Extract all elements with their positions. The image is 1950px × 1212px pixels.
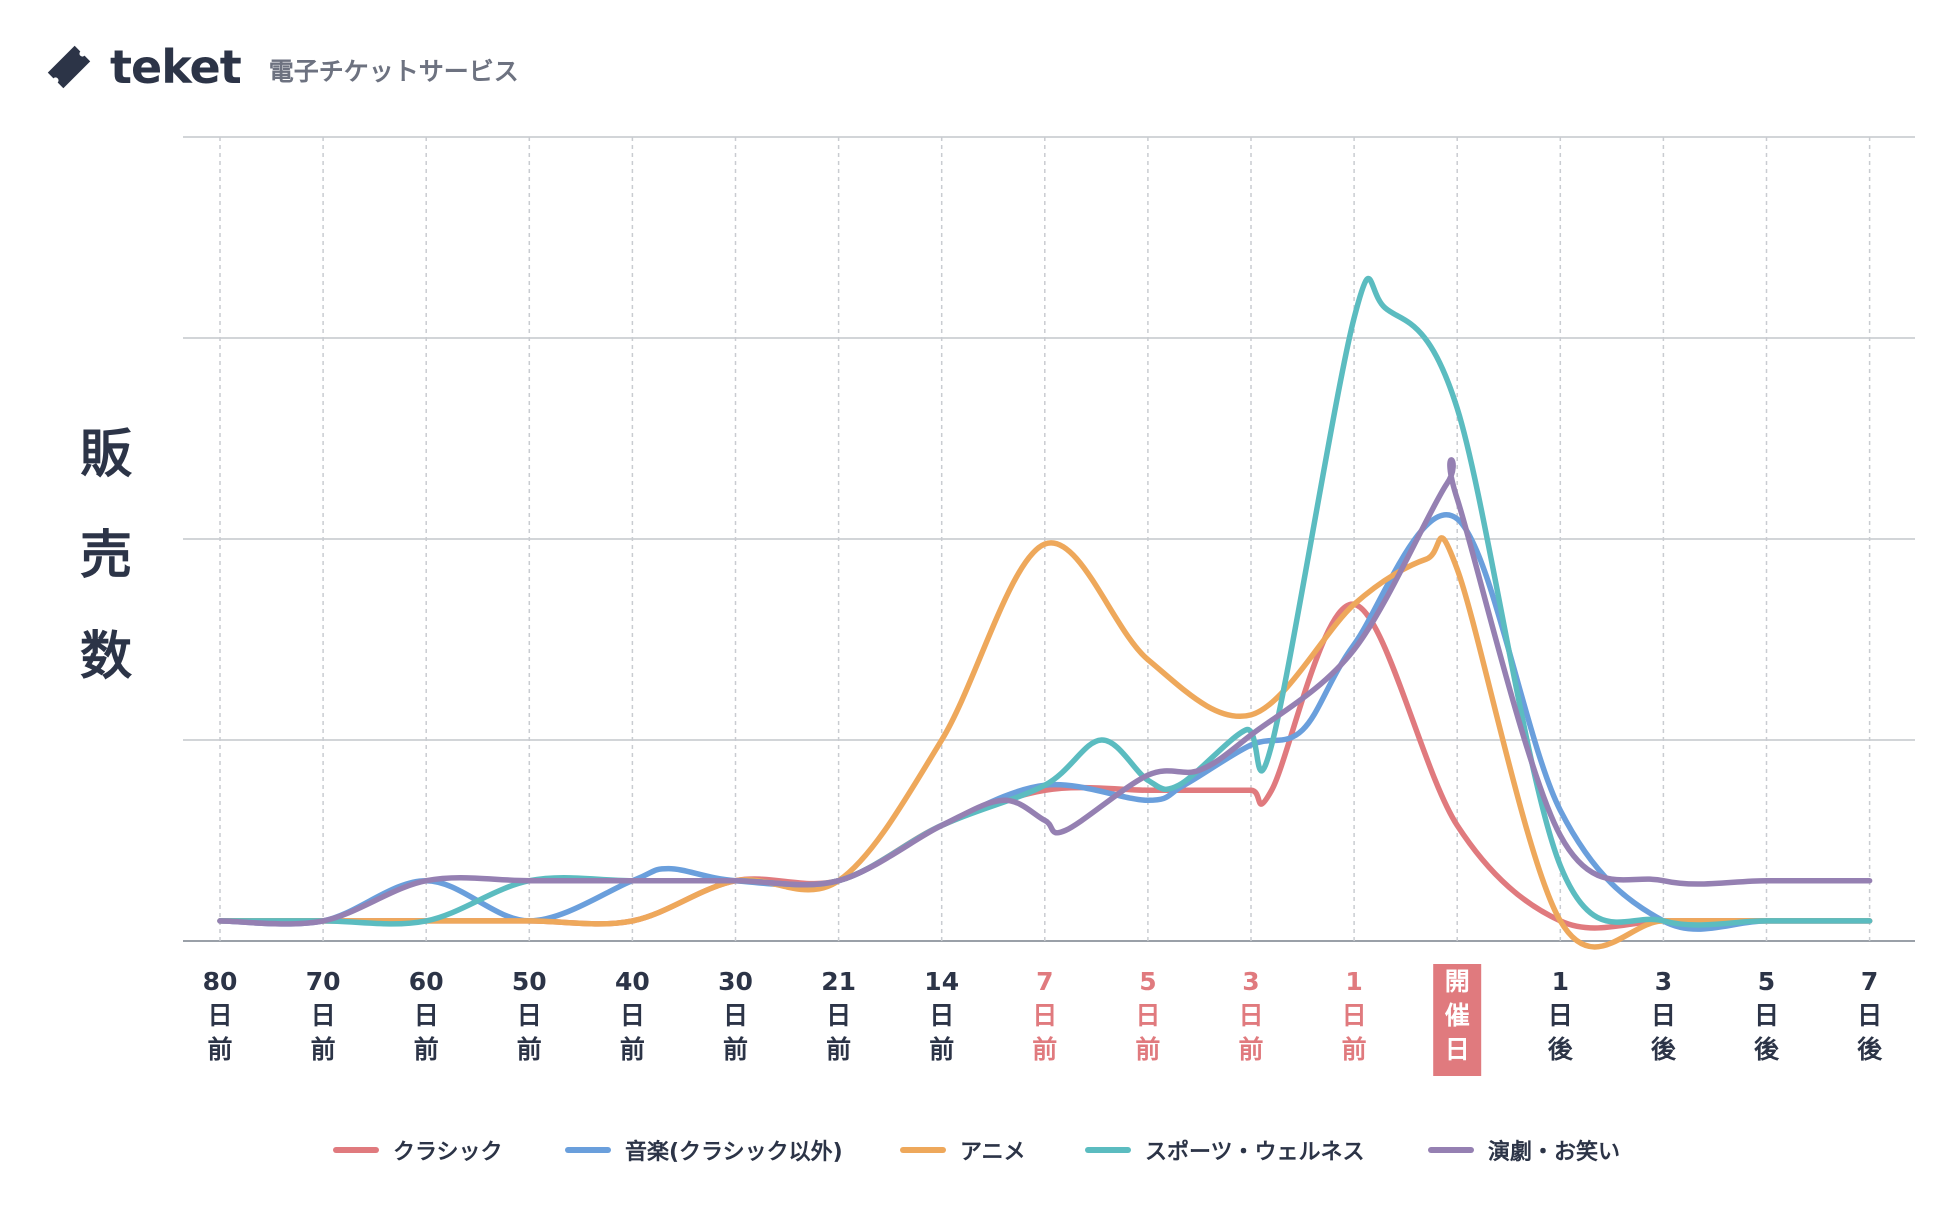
x-tick-label: 3 日後	[1651, 967, 1677, 1064]
x-tick-text: 前	[723, 1035, 748, 1064]
legend-swatch	[1085, 1147, 1131, 1153]
legend-label: 演劇・お笑い	[1488, 1140, 1621, 1165]
x-tick-text: 前	[414, 1035, 439, 1064]
x-tick-text: 70	[306, 967, 341, 996]
x-tick-text: 3	[1655, 967, 1672, 996]
x-tick-text: 前	[929, 1035, 954, 1064]
legend-swatch	[900, 1147, 946, 1153]
x-tick-label: 7 日前	[1032, 967, 1057, 1064]
x-tick-text: 前	[1342, 1035, 1367, 1064]
brand-name: teket	[110, 40, 242, 94]
brand: teket 電子チケットサービス	[40, 38, 519, 96]
x-tick-text: 後	[1857, 1035, 1883, 1064]
x-tick-text: 前	[311, 1035, 336, 1064]
x-tick-label: 21 日前	[821, 967, 856, 1064]
y-axis-label-char: 数	[79, 627, 132, 687]
x-tick-text: 日	[311, 1001, 336, 1030]
x-tick-label: 70 日前	[306, 967, 341, 1064]
x-tick-label: 40 日前	[615, 967, 650, 1064]
series-line	[217, 535, 1873, 950]
x-tick-text: 日	[414, 1001, 439, 1030]
x-tick-text: 前	[207, 1035, 232, 1064]
x-tick-text: 催	[1445, 1001, 1470, 1030]
x-tick-text: 前	[517, 1035, 542, 1064]
x-tick-text: 14	[924, 967, 959, 996]
legend-swatch	[1428, 1147, 1474, 1153]
event-day-highlight-box	[1433, 964, 1482, 1076]
legend-item: 音楽(クラシック以外)	[565, 1130, 843, 1170]
x-tick-text: 前	[826, 1035, 851, 1064]
x-tick-text: 1	[1345, 967, 1362, 996]
x-tick-text: 日	[517, 1001, 542, 1030]
x-tick-text: 日	[1135, 1001, 1160, 1030]
x-tick-label: 5 日前	[1135, 967, 1160, 1064]
x-tick-label: 60 日前	[409, 967, 444, 1064]
x-tick-label: 14 日前	[924, 967, 959, 1064]
legend-item: アニメ	[900, 1130, 1026, 1170]
legend-label: 音楽(クラシック以外)	[625, 1140, 843, 1165]
legend-swatch	[333, 1147, 379, 1153]
x-tick-text: 日	[929, 1001, 954, 1030]
x-tick-text: 日	[1857, 1001, 1882, 1030]
legend: クラシック 音楽(クラシック以外) アニメ スポーツ・ウェルネス 演劇・お笑い	[0, 1130, 1950, 1170]
x-tick-label: 80 日前	[203, 967, 238, 1064]
x-tick-text: 80	[203, 967, 238, 996]
x-tick-text: 前	[1032, 1035, 1057, 1064]
x-tick-text: 日	[1651, 1001, 1676, 1030]
x-tick-text: 日	[620, 1001, 645, 1030]
x-tick-label: 開催日	[1433, 964, 1482, 1076]
legend-label: スポーツ・ウェルネス	[1145, 1140, 1365, 1165]
x-tick-text: 日	[1238, 1001, 1263, 1030]
x-tick-label: 50 日前	[512, 967, 547, 1064]
ticket-logo-icon	[47, 45, 91, 89]
brand-tagline: 電子チケットサービス	[268, 57, 519, 86]
x-tick-text: 前	[1238, 1035, 1263, 1064]
x-tick-text: 7	[1036, 967, 1053, 996]
x-tick-text: 7	[1861, 967, 1878, 996]
x-tick-text: 日	[1342, 1001, 1367, 1030]
x-tick-text: 日	[207, 1001, 232, 1030]
legend-swatch	[565, 1147, 611, 1153]
x-tick-text: 5	[1139, 967, 1156, 996]
x-tick-text: 後	[1651, 1035, 1677, 1064]
x-tick-text: 後	[1548, 1035, 1574, 1064]
x-tick-text: 前	[1135, 1035, 1160, 1064]
x-tick-text: 開	[1445, 967, 1470, 996]
x-tick-text: 21	[821, 967, 856, 996]
x-tick-text: 日	[1445, 1035, 1470, 1064]
x-tick-label: 1 日前	[1342, 967, 1367, 1064]
legend-label: クラシック	[393, 1140, 503, 1165]
x-tick-label: 30 日前	[718, 967, 753, 1064]
x-tick-label: 7 日後	[1857, 967, 1883, 1064]
legend-label: アニメ	[960, 1140, 1026, 1165]
x-tick-text: 日	[1032, 1001, 1057, 1030]
x-tick-text: 3	[1242, 967, 1259, 996]
x-tick-label: 1 日後	[1548, 967, 1574, 1064]
legend-item: クラシック	[333, 1130, 503, 1170]
y-axis-label-char: 販	[79, 425, 132, 485]
x-tick-text: 後	[1754, 1035, 1780, 1064]
x-tick-text: 30	[718, 967, 753, 996]
x-tick-text: 40	[615, 967, 650, 996]
x-tick-text: 日	[723, 1001, 748, 1030]
x-tick-text: 50	[512, 967, 547, 996]
y-axis-label-char: 売	[79, 526, 132, 586]
x-tick-text: 1	[1552, 967, 1569, 996]
x-tick-label: 5 日後	[1754, 967, 1780, 1064]
x-tick-text: 日	[1548, 1001, 1573, 1030]
legend-item: スポーツ・ウェルネス	[1085, 1130, 1365, 1170]
x-tick-text: 5	[1758, 967, 1775, 996]
series-line	[217, 457, 1873, 927]
legend-item: 演劇・お笑い	[1428, 1130, 1620, 1170]
x-tick-text: 前	[620, 1035, 645, 1064]
x-tick-text: 60	[409, 967, 444, 996]
y-axis-label: 販 売 数	[76, 405, 136, 708]
x-tick-label: 3 日前	[1238, 967, 1263, 1064]
x-tick-text: 日	[1754, 1001, 1779, 1030]
x-tick-text: 日	[826, 1001, 851, 1030]
